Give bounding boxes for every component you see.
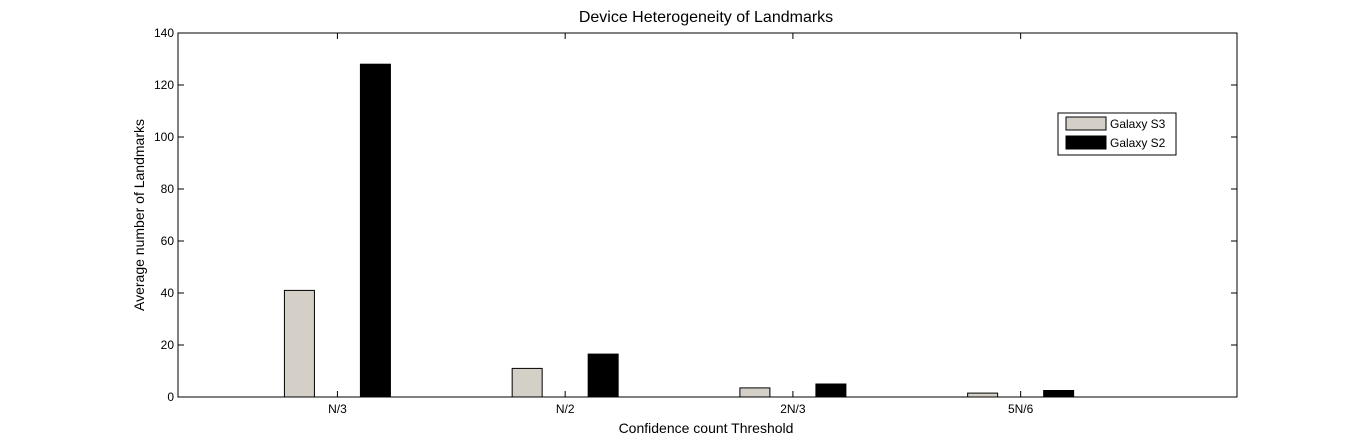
bar-galaxy-s2 <box>1043 390 1075 398</box>
x-axis-title: Confidence count Threshold <box>619 420 794 436</box>
x-tick-label: 2N/3 <box>780 402 806 416</box>
bar-galaxy-s3 <box>283 289 315 398</box>
y-tick-label: 20 <box>161 338 175 352</box>
y-tick-label: 80 <box>161 182 175 196</box>
legend-swatch <box>1065 116 1107 131</box>
legend-label: Galaxy S3 <box>1110 117 1166 131</box>
bar-galaxy-s3 <box>739 387 771 398</box>
bar-galaxy-s2 <box>359 63 391 398</box>
bar-galaxy-s2 <box>587 353 619 398</box>
legend-swatch <box>1065 135 1107 150</box>
plot-area: 0 20 40 60 80 100 120 140 N/3 N/2 2N/3 5N/6 <box>154 26 1238 416</box>
y-tick-label: 100 <box>154 130 174 144</box>
x-tick-label: N/2 <box>556 402 575 416</box>
y-tick-label: 40 <box>161 286 175 300</box>
legend-label: Galaxy S2 <box>1110 136 1166 150</box>
y-tick-label: 0 <box>167 390 174 404</box>
x-tick-label: N/3 <box>328 402 347 416</box>
bar-galaxy-s2 <box>815 383 847 398</box>
plot-frame <box>177 32 1238 398</box>
y-axis-title: Average number of Landmarks <box>131 119 147 311</box>
bar-galaxy-s3 <box>511 367 543 398</box>
y-tick-label: 120 <box>154 78 174 92</box>
x-tick-label: 5N/6 <box>1008 402 1034 416</box>
legend: Galaxy S3 Galaxy S2 <box>1057 112 1177 156</box>
bar-galaxy-s3 <box>967 392 999 398</box>
y-tick-label: 60 <box>161 234 175 248</box>
y-tick-label: 140 <box>154 26 174 40</box>
chart-title: Device Heterogeneity of Landmarks <box>579 9 833 26</box>
